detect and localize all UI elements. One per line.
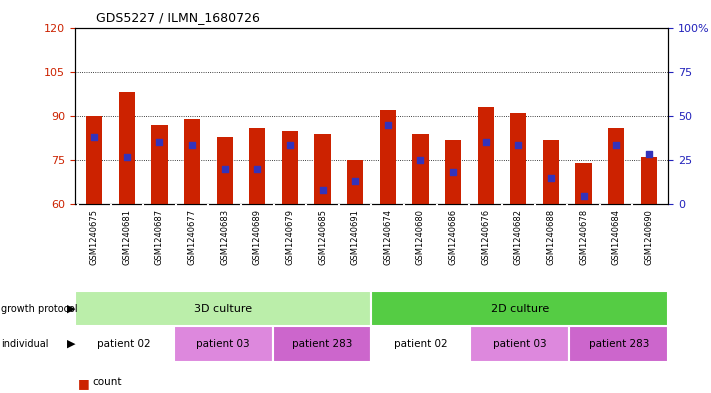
Point [89, 133, 100, 140]
Text: GSM1240676: GSM1240676 [481, 209, 490, 265]
Text: GSM1240687: GSM1240687 [155, 209, 164, 265]
Bar [151, 125, 168, 204]
Text: individual: individual [1, 339, 49, 349]
Text: GSM1240678: GSM1240678 [579, 209, 588, 265]
Bar [75, 326, 173, 362]
Text: GSM1240688: GSM1240688 [547, 209, 555, 265]
Text: GSM1240680: GSM1240680 [416, 209, 425, 264]
Bar [249, 128, 265, 204]
Bar [347, 160, 363, 204]
Bar [272, 326, 371, 362]
Bar [75, 291, 371, 326]
Point [480, 139, 491, 145]
Text: patient 02: patient 02 [97, 339, 151, 349]
Bar [608, 128, 624, 204]
Point [317, 186, 328, 193]
Point [219, 166, 230, 172]
Text: patient 03: patient 03 [196, 339, 250, 349]
Bar [371, 291, 668, 326]
Bar [510, 113, 526, 204]
Bar [570, 326, 668, 362]
Bar [380, 110, 396, 204]
Bar [173, 326, 272, 362]
Bar [542, 140, 559, 204]
Text: 3D culture: 3D culture [194, 303, 252, 314]
Text: patient 02: patient 02 [394, 339, 448, 349]
Bar [371, 326, 471, 362]
Text: GSM1240690: GSM1240690 [644, 209, 653, 264]
Text: GSM1240685: GSM1240685 [318, 209, 327, 264]
Bar [217, 136, 233, 204]
Point [415, 157, 426, 163]
Bar [641, 157, 657, 204]
Text: GSM1240674: GSM1240674 [383, 209, 392, 264]
Bar [471, 326, 570, 362]
Bar [575, 163, 592, 204]
Point [121, 154, 132, 160]
Text: patient 03: patient 03 [493, 339, 547, 349]
Point [611, 142, 622, 149]
Text: patient 283: patient 283 [292, 339, 352, 349]
Point [154, 139, 165, 145]
Bar [445, 140, 461, 204]
Bar [412, 134, 429, 204]
Text: ▶: ▶ [67, 303, 75, 314]
Text: GSM1240684: GSM1240684 [611, 209, 621, 264]
Point [447, 169, 459, 175]
Text: GSM1240681: GSM1240681 [122, 209, 132, 264]
Bar [314, 134, 331, 204]
Text: growth protocol: growth protocol [1, 303, 78, 314]
Text: GSM1240677: GSM1240677 [188, 209, 196, 265]
Point [252, 166, 263, 172]
Point [513, 142, 524, 149]
Point [350, 178, 361, 184]
Point [643, 151, 654, 157]
Bar [86, 116, 102, 204]
Text: ■: ■ [78, 377, 90, 390]
Point [186, 142, 198, 149]
Point [545, 174, 557, 181]
Bar [184, 119, 201, 204]
Text: 2D culture: 2D culture [491, 303, 549, 314]
Point [284, 142, 296, 149]
Text: GSM1240691: GSM1240691 [351, 209, 360, 264]
Text: GSM1240689: GSM1240689 [253, 209, 262, 264]
Text: GSM1240682: GSM1240682 [514, 209, 523, 264]
Point [578, 192, 589, 198]
Text: patient 283: patient 283 [589, 339, 649, 349]
Bar [478, 107, 494, 204]
Point [382, 121, 393, 128]
Text: count: count [92, 377, 122, 387]
Text: GSM1240686: GSM1240686 [449, 209, 458, 265]
Text: GSM1240675: GSM1240675 [90, 209, 99, 264]
Text: GSM1240679: GSM1240679 [285, 209, 294, 264]
Bar [282, 130, 298, 204]
Text: GSM1240683: GSM1240683 [220, 209, 229, 265]
Text: GDS5227 / ILMN_1680726: GDS5227 / ILMN_1680726 [96, 11, 260, 24]
Bar [119, 92, 135, 204]
Text: ▶: ▶ [67, 339, 75, 349]
